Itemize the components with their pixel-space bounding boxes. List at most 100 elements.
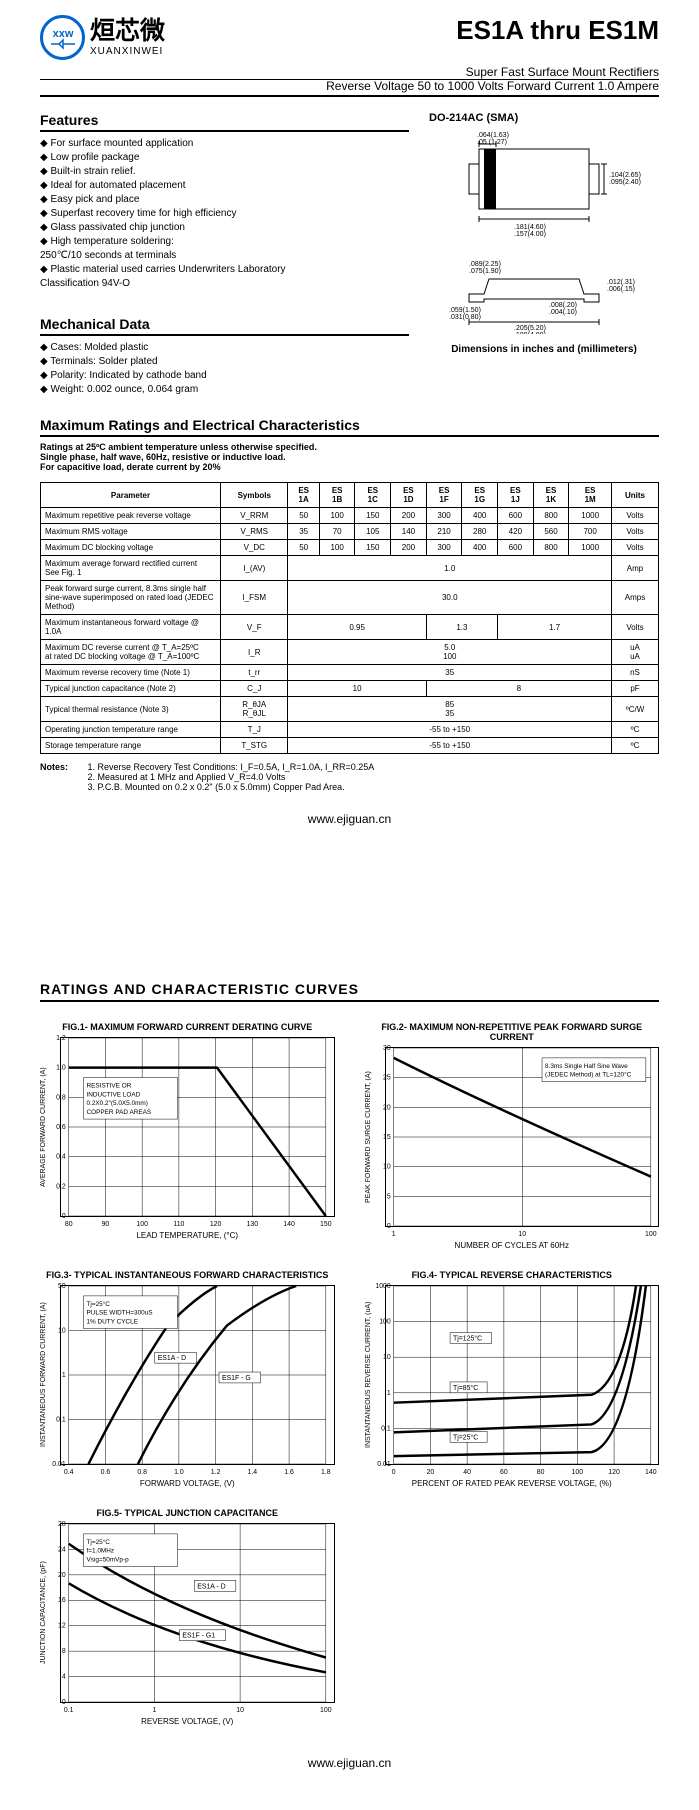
svg-text:28: 28	[58, 1521, 66, 1528]
svg-text:80: 80	[536, 1469, 544, 1476]
svg-text:.104(2.65): .104(2.65)	[609, 172, 641, 179]
svg-text:0.6: 0.6	[56, 1124, 66, 1131]
svg-text:.031(0.80): .031(0.80)	[449, 314, 481, 321]
chart-fig1: FIG.1- MAXIMUM FORWARD CURRENT DERATING …	[40, 1022, 335, 1250]
svg-text:1.2: 1.2	[211, 1469, 221, 1476]
svg-text:.089(2.25): .089(2.25)	[469, 261, 501, 268]
svg-text:110: 110	[173, 1221, 184, 1228]
chart-fig3: FIG.3- TYPICAL INSTANTANEOUS FORWARD CHA…	[40, 1270, 335, 1488]
features-list: For surface mounted applicationLow profi…	[40, 137, 409, 291]
svg-text:0.01: 0.01	[52, 1461, 66, 1468]
svg-text:100: 100	[645, 1231, 657, 1238]
svg-text:ES1F - G: ES1F - G	[222, 1375, 251, 1382]
svg-text:4: 4	[62, 1674, 66, 1681]
svg-text:50: 50	[58, 1283, 66, 1290]
svg-text:Tj=25°C: Tj=25°C	[453, 1433, 478, 1441]
svg-text:0.01: 0.01	[377, 1461, 391, 1468]
svg-text:0.4: 0.4	[64, 1469, 74, 1476]
feature-item: Plastic material used carries Underwrite…	[40, 263, 409, 291]
svg-text:100: 100	[571, 1469, 583, 1476]
svg-text:.004(.10): .004(.10)	[549, 309, 577, 316]
svg-text:0.8: 0.8	[56, 1094, 66, 1101]
feature-item: High temperature soldering: 250℃/10 seco…	[40, 235, 409, 263]
svg-text:140: 140	[283, 1221, 295, 1228]
svg-text:1.0: 1.0	[56, 1065, 66, 1072]
svg-text:10: 10	[58, 1327, 66, 1334]
svg-text:ES1A - D: ES1A - D	[197, 1583, 225, 1590]
footer-url-2: www.ejiguan.cn	[40, 1756, 659, 1770]
svg-text:130: 130	[247, 1221, 259, 1228]
mechanical-item: Weight: 0.002 ounce, 0.064 gram	[40, 383, 409, 397]
svg-text:1.4: 1.4	[248, 1469, 258, 1476]
chart-fig2: FIG.2- MAXIMUM NON-REPETITIVE PEAK FORWA…	[365, 1022, 660, 1250]
svg-text:20: 20	[426, 1469, 434, 1476]
main-title: ES1A thru ES1M	[456, 15, 659, 46]
svg-text:.189(4.80): .189(4.80)	[514, 332, 546, 334]
svg-text:1000: 1000	[375, 1283, 391, 1290]
dimension-note: Dimensions in inches and (millimeters)	[429, 344, 659, 355]
svg-text:20: 20	[383, 1104, 391, 1111]
svg-text:.181(4.60): .181(4.60)	[514, 224, 546, 231]
package-side-drawing: .089(2.25) .075(1.90) .012(.31) .006(.15…	[429, 254, 649, 334]
svg-text:.064(1.63): .064(1.63)	[477, 132, 509, 139]
table-notes: Notes: 1. Reverse Recovery Test Conditio…	[40, 762, 659, 792]
svg-text:.095(2.40): .095(2.40)	[609, 179, 641, 186]
svg-text:Tj=85°C: Tj=85°C	[453, 1384, 478, 1392]
svg-text:100: 100	[379, 1319, 391, 1326]
svg-text:.059(1.50): .059(1.50)	[449, 307, 481, 314]
svg-text:60: 60	[500, 1469, 508, 1476]
svg-text:Tj=25°C: Tj=25°C	[86, 1300, 110, 1308]
svg-text:140: 140	[645, 1469, 657, 1476]
svg-text:1: 1	[152, 1707, 156, 1714]
svg-text:.006(.15): .006(.15)	[607, 286, 635, 293]
svg-text:0.8: 0.8	[137, 1469, 147, 1476]
svg-text:RESISTIVE OR: RESISTIVE OR	[86, 1082, 131, 1089]
logo: xxw 烜芯微 XUANXINWEI	[40, 15, 165, 60]
subtitle2: Reverse Voltage 50 to 1000 Volts Forward…	[40, 79, 659, 93]
svg-text:1.0: 1.0	[174, 1469, 184, 1476]
logo-cn-text: 烜芯微	[90, 18, 165, 46]
charts-grid: FIG.1- MAXIMUM FORWARD CURRENT DERATING …	[40, 1022, 659, 1726]
mechanical-item: Cases: Molded plastic	[40, 341, 409, 355]
svg-text:0.2X0.2"(5.0X5.0mm): 0.2X0.2"(5.0X5.0mm)	[86, 1100, 147, 1107]
svg-text:1.6: 1.6	[284, 1469, 294, 1476]
svg-text:1.8: 1.8	[321, 1469, 331, 1476]
svg-text:40: 40	[463, 1469, 471, 1476]
svg-text:PULSE WIDTH=300uS: PULSE WIDTH=300uS	[86, 1310, 152, 1317]
header: xxw 烜芯微 XUANXINWEI ES1A thru ES1M	[40, 15, 659, 60]
svg-text:0.4: 0.4	[56, 1154, 66, 1161]
svg-text:0.1: 0.1	[381, 1425, 391, 1432]
svg-text:10: 10	[383, 1354, 391, 1361]
svg-text:0: 0	[386, 1223, 390, 1230]
svg-text:.05 (1.27): .05 (1.27)	[477, 139, 507, 146]
svg-text:0: 0	[62, 1699, 66, 1706]
svg-text:.008(.20): .008(.20)	[549, 302, 577, 309]
svg-text:150: 150	[320, 1221, 332, 1228]
svg-text:Tj=125°C: Tj=125°C	[453, 1334, 482, 1342]
svg-text:80: 80	[65, 1221, 73, 1228]
svg-text:0: 0	[391, 1469, 395, 1476]
svg-text:0.1: 0.1	[56, 1416, 66, 1423]
feature-item: Easy pick and place	[40, 193, 409, 207]
logo-en-text: XUANXINWEI	[90, 46, 165, 57]
footer-url: www.ejiguan.cn	[40, 812, 659, 826]
logo-icon: xxw	[40, 15, 85, 60]
package-top-drawing: .064(1.63) .05 (1.27) .104(2.65) .095(2.…	[429, 129, 649, 239]
svg-text:5: 5	[386, 1193, 390, 1200]
svg-text:0.1: 0.1	[64, 1707, 74, 1714]
curves-heading: RATINGS AND CHARACTERISTIC CURVES	[40, 981, 659, 1002]
svg-text:15: 15	[383, 1134, 391, 1141]
ratings-conditions: Ratings at 25ºC ambient temperature unle…	[40, 442, 659, 472]
spec-table: ParameterSymbolsES 1AES 1BES 1CES 1DES 1…	[40, 482, 659, 754]
svg-text:90: 90	[102, 1221, 110, 1228]
svg-text:30: 30	[383, 1045, 391, 1052]
svg-text:120: 120	[210, 1221, 222, 1228]
svg-text:8: 8	[62, 1648, 66, 1655]
svg-text:Tj=25°C: Tj=25°C	[86, 1538, 110, 1546]
svg-text:xxw: xxw	[52, 28, 73, 40]
svg-text:f=1.0MHz: f=1.0MHz	[86, 1548, 114, 1555]
svg-text:.075(1.90): .075(1.90)	[469, 268, 501, 275]
svg-text:24: 24	[58, 1546, 66, 1553]
svg-text:0.2: 0.2	[56, 1183, 66, 1190]
svg-text:10: 10	[518, 1231, 526, 1238]
